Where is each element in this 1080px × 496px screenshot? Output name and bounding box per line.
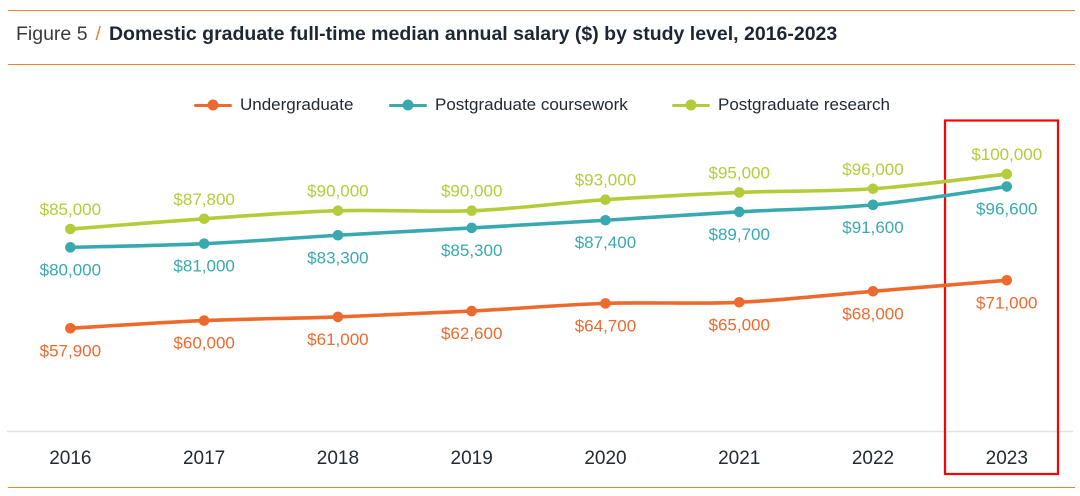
svg-text:$57,900: $57,900 (40, 341, 101, 360)
svg-text:$71,000: $71,000 (976, 293, 1037, 312)
svg-text:$80,000: $80,000 (40, 260, 101, 279)
svg-text:$64,700: $64,700 (575, 316, 636, 335)
svg-text:$96,000: $96,000 (842, 160, 903, 179)
svg-text:$93,000: $93,000 (575, 171, 636, 190)
svg-text:$60,000: $60,000 (173, 334, 234, 353)
svg-text:$65,000: $65,000 (709, 315, 770, 334)
svg-text:$91,600: $91,600 (842, 218, 903, 237)
svg-text:2020: 2020 (584, 448, 626, 469)
svg-text:$95,000: $95,000 (709, 163, 770, 182)
svg-text:2022: 2022 (852, 448, 894, 469)
svg-text:$61,000: $61,000 (307, 330, 368, 349)
svg-text:$100,000: $100,000 (971, 145, 1042, 164)
svg-text:2018: 2018 (317, 448, 359, 469)
svg-text:$85,000: $85,000 (40, 200, 101, 219)
svg-text:2023: 2023 (986, 448, 1028, 469)
svg-text:$89,700: $89,700 (709, 225, 770, 244)
svg-text:$87,400: $87,400 (575, 233, 636, 252)
svg-text:$85,300: $85,300 (441, 241, 502, 260)
svg-text:$81,000: $81,000 (173, 257, 234, 276)
svg-text:2021: 2021 (718, 448, 760, 469)
svg-text:2019: 2019 (451, 448, 493, 469)
svg-text:$68,000: $68,000 (842, 304, 903, 323)
svg-text:$83,300: $83,300 (307, 248, 368, 267)
svg-text:2017: 2017 (183, 448, 225, 469)
svg-text:$96,600: $96,600 (976, 200, 1037, 219)
svg-text:$90,000: $90,000 (441, 182, 502, 201)
svg-text:$87,800: $87,800 (173, 190, 234, 209)
svg-text:2016: 2016 (49, 448, 91, 469)
svg-text:$62,600: $62,600 (441, 324, 502, 343)
svg-text:$90,000: $90,000 (307, 182, 368, 201)
